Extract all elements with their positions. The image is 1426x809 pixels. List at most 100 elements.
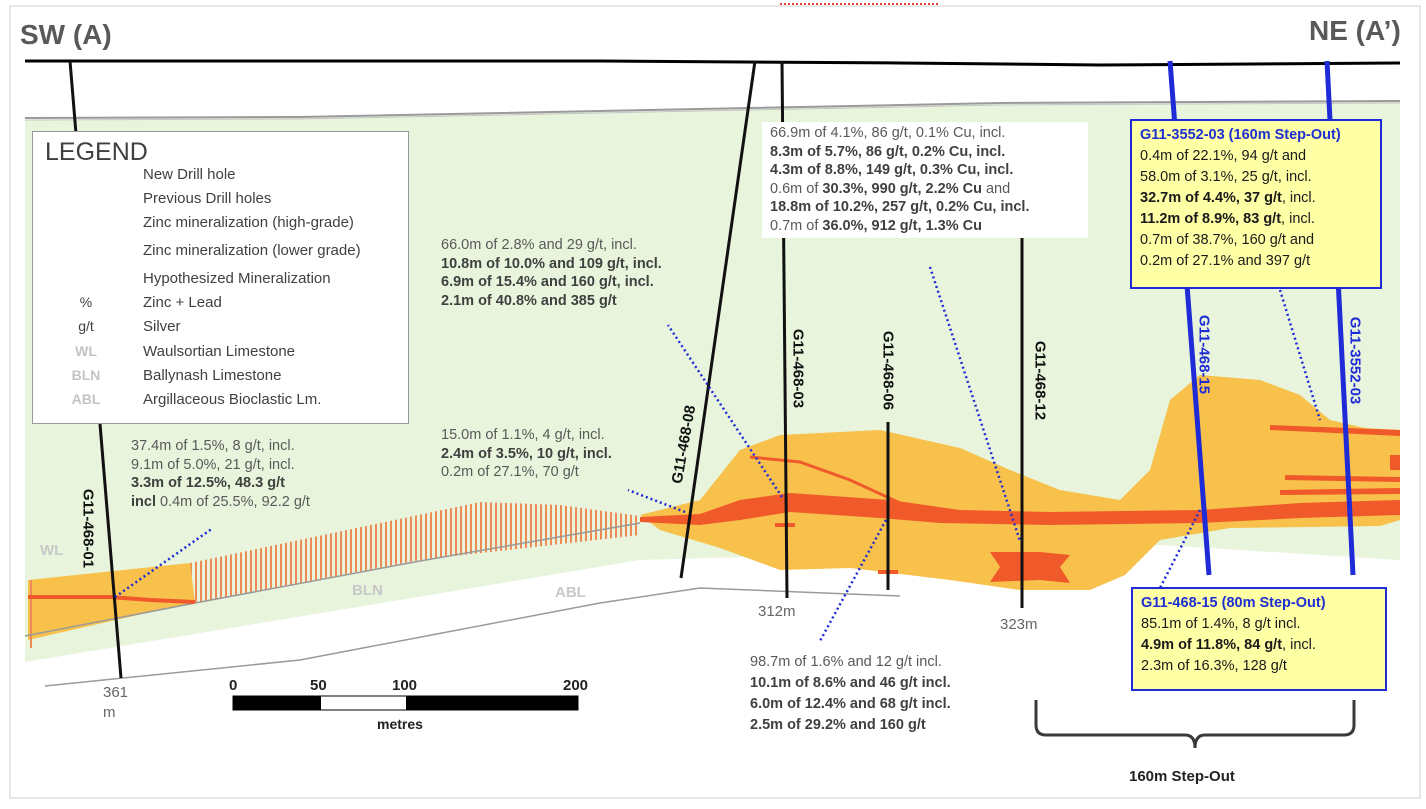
intercept-line: 18.8m of 10.2%, 257 g/t, 0.2% Cu, incl. bbox=[770, 199, 1030, 216]
intercepts-g11-468-03: 98.7m of 1.6% and 12 g/t incl. 10.1m of … bbox=[750, 652, 951, 736]
legend-label: Zinc + Lead bbox=[143, 294, 222, 311]
legend-label: Silver bbox=[143, 318, 181, 335]
intercepts-g11-468-01: 37.4m of 1.5%, 8 g/t, incl. 9.1m of 5.0%… bbox=[131, 437, 310, 511]
legend-label: Zinc mineralization (lower grade) bbox=[143, 242, 361, 259]
intercept-line: 32.7m of 4.4%, 37 g/t, incl. bbox=[1140, 188, 1372, 209]
intercept-line: 11.2m of 8.9%, 83 g/t, incl. bbox=[1140, 209, 1372, 230]
hole-label-g11-3552-03: G11-3552-03 bbox=[1346, 316, 1364, 405]
intercept-line: 2.1m of 40.8% and 385 g/t bbox=[441, 292, 617, 309]
intercept-text: , incl. bbox=[1281, 211, 1315, 227]
legend-label: New Drill hole bbox=[143, 166, 236, 183]
intercept-line: 0.2m of 27.1%, 70 g/t bbox=[441, 464, 579, 481]
intercepts-g11-468-12: 66.9m of 4.1%, 86 g/t, 0.1% Cu, incl. 8.… bbox=[762, 122, 1088, 238]
stepout-label: 160m Step-Out bbox=[1129, 768, 1235, 785]
intercept-bold: incl bbox=[131, 493, 156, 510]
intercept-line: 3.3m of 12.5%, 48.3 g/t bbox=[131, 475, 285, 492]
hole-label-g11-468-06: G11-468-06 bbox=[879, 330, 897, 411]
legend-item: Previous Drill holes bbox=[33, 190, 410, 212]
legend-title: LEGEND bbox=[45, 138, 148, 166]
intercept-line: 2.5m of 29.2% and 160 g/t bbox=[750, 717, 926, 733]
intercept-line: 98.7m of 1.6% and 12 g/t incl. bbox=[750, 654, 942, 670]
intercept-line: 0.6m of 30.3%, 990 g/t, 2.2% Cu and bbox=[770, 180, 1080, 199]
high-grade-pod bbox=[990, 552, 1070, 583]
legend-symbol: g/t bbox=[78, 318, 94, 334]
intercept-text: and bbox=[981, 180, 1011, 197]
legend-label: Argillaceous Bioclastic Lm. bbox=[143, 391, 322, 408]
legend-item: % Zinc + Lead bbox=[33, 294, 410, 316]
lower-grade-orebody bbox=[640, 375, 1400, 590]
intercept-line: 10.8m of 10.0% and 109 g/t, incl. bbox=[441, 255, 662, 272]
hypothesized-left bbox=[28, 580, 34, 648]
unit-label-abl: ABL bbox=[555, 584, 586, 601]
scale-tick-100: 100 bbox=[392, 677, 418, 694]
stepout-bracket bbox=[1034, 700, 1356, 749]
scale-unit: metres bbox=[377, 716, 423, 732]
intercept-line: 66.0m of 2.8% and 29 g/t, incl. bbox=[441, 237, 637, 253]
legend-item: Zinc mineralization (lower grade) bbox=[33, 242, 410, 264]
intercept-line: 9.1m of 5.0%, 21 g/t, incl. bbox=[131, 456, 295, 473]
high-grade-lens-right-b bbox=[1280, 488, 1400, 495]
frame bbox=[9, 5, 1421, 799]
depth-label-323: 323m bbox=[1000, 616, 1038, 633]
ground-surface bbox=[25, 59, 1401, 67]
legend-item: g/t Silver bbox=[33, 318, 410, 340]
intercept-text: , incl. bbox=[1282, 637, 1316, 653]
bln-contact bbox=[24, 522, 641, 637]
hole-label-g11-468-03: G11-468-03 bbox=[789, 328, 807, 409]
hypothesized-mineralization bbox=[190, 502, 640, 603]
leader-h08b bbox=[627, 488, 686, 514]
legend-item: ABL Argillaceous Bioclastic Lm. bbox=[33, 391, 410, 413]
intercept-line: 15.0m of 1.1%, 4 g/t, incl. bbox=[441, 427, 605, 443]
intercept-line: incl 0.4m of 25.5%, 92.2 g/t bbox=[131, 493, 310, 512]
scale-seg-0-50 bbox=[233, 696, 321, 710]
intercept-line: 2.3m of 16.3%, 128 g/t bbox=[1141, 658, 1287, 674]
intercepts-g11-468-08-upper: 66.0m of 2.8% and 29 g/t, incl. 10.8m of… bbox=[441, 236, 662, 310]
legend-symbol: BLN bbox=[71, 367, 101, 383]
scale-seg-100-200 bbox=[406, 696, 578, 710]
intercept-line: 0.7m of 38.7%, 160 g/t and bbox=[1140, 232, 1315, 248]
high-grade-lens-right-a bbox=[1285, 475, 1400, 482]
intercept-bold: 10 g/t, incl. bbox=[536, 445, 612, 462]
intercept-line: 85.1m of 1.4%, 8 g/t incl. bbox=[1141, 616, 1301, 632]
legend: LEGEND New Drill hole Previous Drill hol… bbox=[32, 131, 409, 424]
intercept-line: 6.9m of 15.4% and 160 g/t, incl. bbox=[441, 274, 654, 291]
intercept-bold: 36.0%, 912 g/t, 1.3% Cu bbox=[822, 217, 982, 234]
leader-h08a bbox=[666, 324, 784, 498]
intercept-bold: 2.4m of 3.5%, bbox=[441, 445, 537, 462]
intercept-line: 58.0m of 3.1%, 25 g/t, incl. bbox=[1140, 169, 1312, 185]
intercept-line: 0.4m of 22.1%, 94 g/t and bbox=[1140, 148, 1307, 164]
intercept-line: 6.0m of 12.4% and 68 g/t incl. bbox=[750, 696, 951, 712]
high-grade-branch bbox=[749, 455, 901, 505]
legend-item: WL Waulsortian Limestone bbox=[33, 343, 410, 365]
legend-item: Hypothesized Mineralization bbox=[33, 270, 410, 292]
depth-label-312: 312m bbox=[758, 603, 796, 620]
hole-label-g11-468-12: G11-468-12 bbox=[1031, 340, 1049, 421]
intercept-line: 0.2m of 27.1% and 397 g/t bbox=[1140, 253, 1311, 269]
depth-label-361-unit: m bbox=[103, 704, 116, 721]
overburden-line-lower bbox=[24, 102, 1401, 121]
intercept-text: , incl. bbox=[1281, 190, 1316, 206]
high-grade-edge bbox=[1390, 455, 1400, 470]
callout-header: G11-468-15 (80m Step-Out) bbox=[1141, 595, 1326, 611]
intercept-line: 66.9m of 4.1%, 86 g/t, 0.1% Cu, incl. bbox=[770, 125, 1006, 141]
intercept-line: 10.1m of 8.6% and 46 g/t incl. bbox=[750, 675, 951, 691]
legend-item: New Drill hole bbox=[33, 166, 410, 188]
intercept-bold: 32.7m of 4.4%, 37 g/t bbox=[1140, 190, 1282, 206]
high-grade-main bbox=[640, 493, 1400, 525]
intercept-line: 2.4m of 3.5%, 10 g/t, incl. bbox=[441, 445, 612, 464]
legend-symbol: % bbox=[79, 294, 93, 310]
scale-tick-0: 0 bbox=[229, 677, 238, 694]
overburden-line bbox=[24, 100, 1401, 119]
hole-label-g11-468-15: G11-468-15 bbox=[1195, 314, 1213, 395]
legend-item: Zinc mineralization (high-grade) bbox=[33, 214, 410, 236]
legend-label: Hypothesized Mineralization bbox=[143, 270, 331, 287]
legend-symbol: WL bbox=[75, 343, 97, 359]
callout-g11-3552-03: G11-3552-03 (160m Step-Out) 0.4m of 22.1… bbox=[1130, 119, 1382, 289]
scale-tick-200: 200 bbox=[563, 677, 589, 694]
leader-h12 bbox=[928, 266, 1022, 542]
intercept-line: 4.9m of 11.8%, 84 g/t, incl. bbox=[1141, 635, 1377, 656]
intercept-text: 0.4m of 25.5%, 92.2 g/t bbox=[155, 493, 310, 510]
legend-label: Zinc mineralization (high-grade) bbox=[143, 214, 354, 231]
high-grade-upper-right bbox=[1270, 425, 1400, 436]
